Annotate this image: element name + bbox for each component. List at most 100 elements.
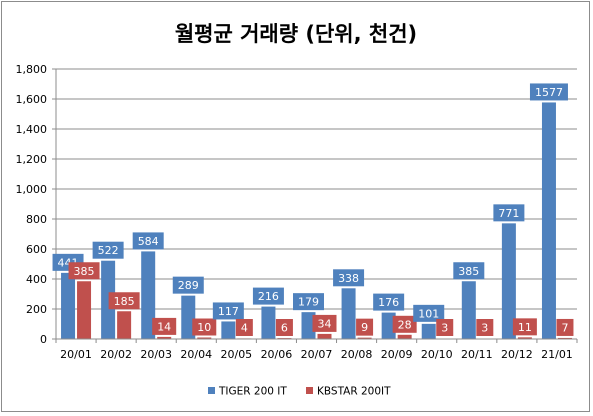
kbstar-data-label-box — [235, 319, 253, 336]
bars: 4413855221855841428910117421661793433891… — [52, 83, 574, 340]
y-axis: 0 200 400 600 800 1,000 1,200 1,400 1,600 1,800 — [16, 63, 57, 346]
kbstar-data-label: 11 — [518, 321, 532, 334]
tiger-bar — [341, 288, 356, 339]
tiger-data-label-box — [252, 287, 284, 305]
tiger-data-label-box — [493, 204, 525, 222]
kbstar-data-label: 7 — [561, 321, 568, 334]
tiger-bar — [461, 281, 476, 339]
tiger-data-label: 117 — [218, 305, 239, 318]
x-tick-label: 20/09 — [381, 348, 413, 361]
kbstar-data-label-box — [356, 318, 374, 336]
tiger-data-label-box — [132, 232, 164, 250]
kbstar-data-label-box — [312, 314, 337, 332]
kbstar-bar — [317, 333, 332, 339]
tiger-data-label: 216 — [258, 290, 279, 303]
tiger-bar — [501, 223, 516, 339]
x-tick-label: 20/03 — [140, 348, 172, 361]
kbstar-data-label-box — [108, 292, 140, 310]
legend-swatch-kbstar — [306, 387, 313, 394]
y-tick-label: 1,600 — [16, 93, 48, 106]
kbstar-data-label-box — [152, 317, 177, 335]
tiger-bar — [381, 312, 396, 339]
x-tick-label: 20/02 — [100, 348, 132, 361]
kbstar-data-label-box — [68, 262, 100, 280]
tiger-data-label-box — [293, 293, 324, 311]
x-tick-label: 20/06 — [261, 348, 293, 361]
kbstar-data-label: 185 — [114, 295, 135, 308]
kbstar-data-label-box — [476, 319, 494, 336]
x-tick-label: 20/10 — [421, 348, 453, 361]
kbstar-data-label: 3 — [441, 322, 448, 335]
tiger-data-label: 522 — [98, 244, 119, 257]
y-tick-label: 1,400 — [16, 123, 48, 136]
kbstar-data-label: 14 — [157, 320, 171, 333]
tiger-data-label-box — [529, 83, 568, 101]
chart-title: 월평균 거래량 (단위, 천건) — [175, 22, 417, 46]
kbstar-bar — [117, 311, 132, 339]
y-tick-label: 1,800 — [16, 63, 48, 76]
y-tick-label: 200 — [26, 303, 47, 316]
kbstar-data-label-box — [556, 318, 574, 336]
y-tick-label: 1,000 — [16, 183, 48, 196]
tiger-bar — [541, 102, 556, 339]
y-tick-label: 1,200 — [16, 153, 48, 166]
tiger-data-label: 179 — [298, 296, 319, 309]
kbstar-data-label: 3 — [481, 322, 488, 335]
kbstar-data-label: 6 — [281, 322, 288, 335]
x-tick-label: 20/04 — [180, 348, 212, 361]
kbstar-bar — [197, 337, 212, 339]
tiger-data-label: 1577 — [535, 86, 563, 99]
x-axis: 20/01 20/02 20/03 20/04 20/05 20/06 20/07 20/08… — [55, 338, 578, 361]
tiger-data-label: 338 — [338, 272, 359, 285]
tiger-bar — [181, 295, 196, 339]
kbstar-bar — [357, 337, 372, 339]
tiger-bar — [61, 272, 76, 339]
kbstar-data-label-box — [512, 318, 537, 336]
kbstar-data-label-box — [392, 315, 417, 333]
kbstar-data-label: 9 — [361, 321, 368, 334]
legend-swatch-tiger — [208, 387, 215, 394]
kbstar-bar — [157, 336, 172, 339]
kbstar-data-label: 28 — [398, 318, 412, 331]
y-tick-label: 800 — [26, 213, 47, 226]
kbstar-data-label-box — [436, 319, 454, 336]
x-tick-label: 20/08 — [341, 348, 373, 361]
tiger-bar — [421, 323, 436, 339]
kbstar-data-label: 385 — [74, 265, 95, 278]
kbstar-bar — [557, 337, 572, 339]
tiger-bar — [261, 306, 276, 339]
x-tick-label: 21/01 — [541, 348, 573, 361]
tiger-data-label: 176 — [378, 296, 399, 309]
tiger-data-label: 584 — [138, 235, 159, 248]
kbstar-data-label-box — [275, 319, 293, 336]
tiger-data-label-box — [92, 241, 124, 259]
y-tick-label: 600 — [26, 243, 47, 256]
kbstar-data-label: 4 — [241, 322, 248, 335]
tiger-data-label-box — [172, 276, 204, 294]
tiger-bar — [301, 312, 316, 339]
kbstar-bar — [397, 334, 412, 339]
tiger-data-label: 771 — [498, 207, 519, 220]
tiger-data-label: 101 — [418, 307, 439, 320]
kbstar-data-label-box — [192, 318, 217, 336]
legend-label-tiger: TIGER 200 IT — [218, 386, 287, 398]
tiger-bar — [141, 251, 156, 339]
x-tick-label: 20/12 — [501, 348, 533, 361]
tiger-bar — [101, 260, 116, 339]
tiger-data-label: 289 — [178, 279, 199, 292]
kbstar-bar — [77, 281, 92, 339]
y-tick-label: 0 — [40, 333, 47, 346]
x-tick-label: 20/07 — [301, 348, 333, 361]
x-tick-label: 20/05 — [220, 348, 252, 361]
tiger-data-label-box — [333, 269, 365, 287]
y-tick-label: 400 — [26, 273, 47, 286]
tiger-data-label-box — [453, 262, 485, 280]
legend: TIGER 200 IT KBSTAR 200IT — [208, 386, 391, 398]
tiger-bar — [221, 321, 236, 339]
tiger-data-label-box — [413, 304, 445, 322]
kbstar-data-label: 34 — [318, 317, 332, 330]
tiger-data-label-box — [373, 293, 405, 311]
kbstar-data-label: 10 — [197, 321, 211, 334]
x-tick-label: 20/01 — [60, 348, 92, 361]
